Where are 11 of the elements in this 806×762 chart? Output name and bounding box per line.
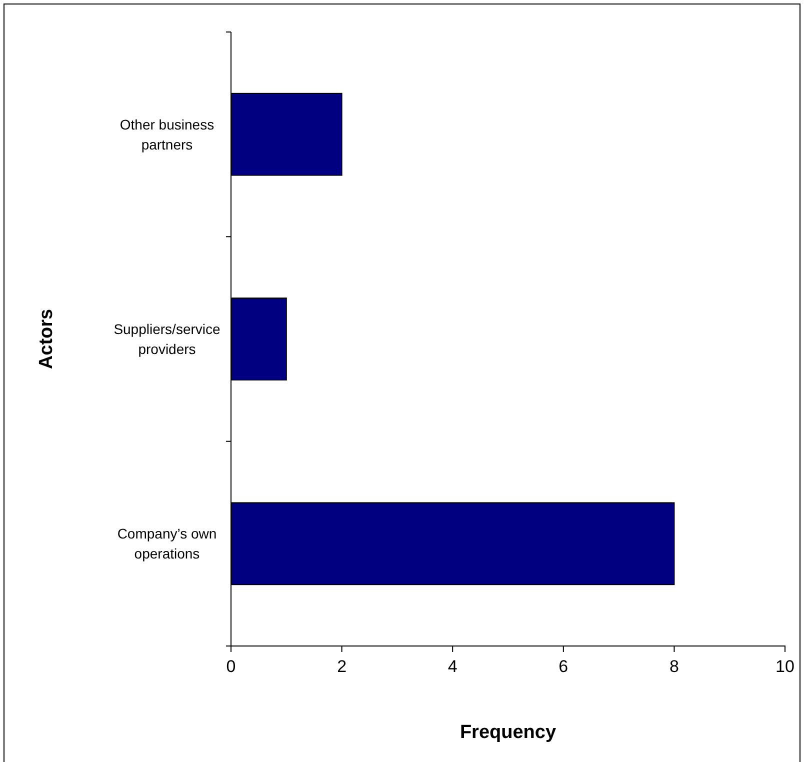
- x-tick-label: 10: [776, 657, 794, 676]
- x-tick-label: 6: [558, 657, 568, 676]
- x-tick-label: 4: [448, 657, 458, 676]
- y-tick-label: Suppliers/service providers: [114, 321, 221, 357]
- x-axis-title: Frequency: [460, 722, 556, 743]
- x-tick-label: 2: [337, 657, 347, 676]
- y-axis-title: Actors: [36, 308, 57, 370]
- x-tick-label: 0: [226, 657, 236, 676]
- y-tick-label: Other business partners: [120, 116, 214, 152]
- y-tick-label: Company’s own operations: [117, 526, 217, 562]
- x-tick-label: 8: [669, 657, 679, 676]
